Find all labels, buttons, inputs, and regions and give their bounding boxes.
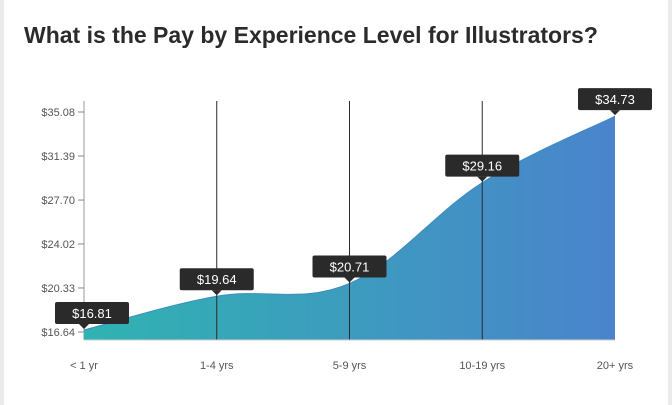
callout-pointer [344,277,355,283]
value-callout: $16.81 [55,301,129,329]
x-tick-label: 1-4 yrs [200,360,234,372]
vertical-gridlines [84,101,615,341]
value-callout: $34.73 [578,88,652,116]
callout-box [578,88,652,111]
callout-box [55,301,129,324]
callout-box [179,268,254,291]
callout-pointer [211,290,222,296]
x-tick-label: 10-19 yrs [459,360,505,372]
y-tick-label: $24.02 [41,239,75,251]
value-callouts: $16.81 $19.64 $20.71 $29.16 $34.73 [55,88,652,329]
callout-pointer [610,110,620,116]
value-callout: $29.16 [445,154,520,182]
callout-label: $29.16 [462,159,502,174]
callout-label: $16.81 [72,306,112,321]
callout-box [445,154,520,177]
value-callout: $19.64 [179,268,254,296]
y-tick-label: $27.70 [41,195,75,207]
x-tick-label: 20+ yrs [597,360,634,372]
callout-label: $20.71 [330,259,370,274]
chart-title: What is the Pay by Experience Level for … [24,22,598,48]
x-tick-label: < 1 yr [70,360,98,372]
y-tick-label: $31.39 [41,151,75,163]
y-axis: $16.64 $20.33 $24.02 $27.70 $31.39 $35.08 [41,101,85,340]
callout-label: $34.73 [595,92,635,107]
x-axis: < 1 yr 1-4 yrs 5-9 yrs 10-19 yrs 20+ yrs [70,360,634,372]
callout-pointer [79,323,89,329]
y-tick-label: $16.64 [41,327,75,339]
value-callout: $20.71 [312,255,387,283]
x-tick-label: 5-9 yrs [333,360,367,372]
y-tick-label: $35.08 [41,107,75,119]
callout-box [312,255,387,278]
y-tick-label: $20.33 [41,283,75,295]
area-outline [83,115,616,331]
callout-label: $19.64 [197,272,237,287]
callout-pointer [477,176,488,182]
